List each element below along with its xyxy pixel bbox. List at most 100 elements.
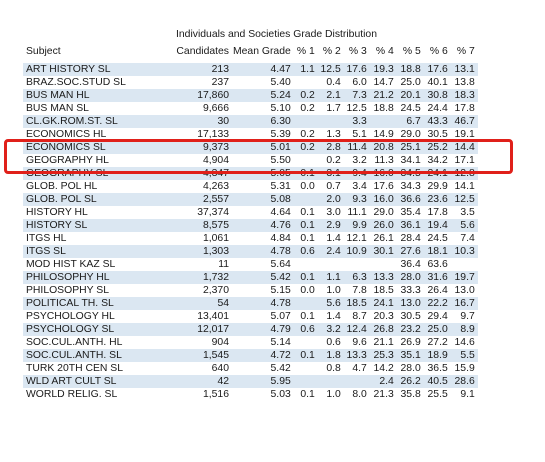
cell-mean-grade: 5.14 xyxy=(232,336,294,349)
cell-candidates: 1,061 xyxy=(170,232,232,245)
cell-pct-1: 0.1 xyxy=(293,310,318,323)
cell-subject: ART HISTORY SL xyxy=(23,63,170,76)
table-row: SOC.CUL.ANTH. HL 904 5.14 0.6 9.6 21.1 26.9 27.… xyxy=(23,336,478,349)
cell-pct-4: 11.3 xyxy=(369,154,397,167)
cell-pct-3: 11.4 xyxy=(343,141,370,154)
cell-candidates: 9,373 xyxy=(170,141,232,154)
cell-mean-grade: 5.40 xyxy=(232,76,294,89)
cell-pct-6: 17.6 xyxy=(423,63,451,76)
cell-pct-6: 18.9 xyxy=(423,349,451,362)
cell-pct-7: 14.4 xyxy=(450,141,478,154)
cell-pct-2 xyxy=(317,115,344,128)
cell-mean-grade: 5.03 xyxy=(232,388,294,401)
cell-pct-4: 20.3 xyxy=(369,310,397,323)
cell-pct-5: 27.6 xyxy=(396,245,424,258)
table-row: TURK 20TH CEN SL 640 5.42 0.8 4.7 14.2 28.0 36.… xyxy=(23,362,478,375)
cell-pct-7: 12.8 xyxy=(450,167,478,180)
table-row: ITGS HL 1,061 4.84 0.1 1.4 12.1 26.1 28.4 24.5 7.… xyxy=(23,232,478,245)
cell-pct-2: 0.4 xyxy=(317,76,344,89)
cell-subject: PHILOSOPHY HL xyxy=(23,271,170,284)
cell-pct-1 xyxy=(293,193,318,206)
header-row: Subject Candidates Mean Grade % 1 % 2 % … xyxy=(23,44,478,63)
cell-pct-3: 4.7 xyxy=(343,362,370,375)
cell-pct-3: 9.3 xyxy=(343,193,370,206)
cell-pct-4: 16.0 xyxy=(369,193,397,206)
cell-pct-1: 0.6 xyxy=(293,245,318,258)
cell-pct-7: 18.3 xyxy=(450,89,478,102)
cell-mean-grade: 4.84 xyxy=(232,232,294,245)
cell-pct-4: 17.6 xyxy=(369,180,397,193)
header-mean-grade: Mean Grade xyxy=(233,46,291,57)
cell-mean-grade: 5.10 xyxy=(232,102,294,115)
cell-pct-5: 28.0 xyxy=(396,271,424,284)
cell-pct-2: 0.6 xyxy=(317,336,344,349)
cell-pct-6: 17.8 xyxy=(423,206,451,219)
cell-pct-6: 29.4 xyxy=(423,310,451,323)
cell-pct-7: 14.6 xyxy=(450,336,478,349)
cell-pct-2: 1.8 xyxy=(317,349,344,362)
table-row: SOC.CUL.ANTH. SL 1,545 4.72 0.1 1.8 13.3 25.3 3… xyxy=(23,349,478,362)
cell-pct-3: 9.9 xyxy=(343,219,370,232)
cell-pct-4: 16.0 xyxy=(369,167,397,180)
cell-candidates: 2,370 xyxy=(170,284,232,297)
cell-pct-7: 8.9 xyxy=(450,323,478,336)
cell-pct-3: 5.1 xyxy=(343,128,370,141)
cell-subject: ITGS SL xyxy=(23,245,170,258)
table-row: WORLD RELIG. SL 1,516 5.03 0.1 1.0 8.0 21.3 35.… xyxy=(23,388,478,401)
cell-pct-2: 5.6 xyxy=(317,297,344,310)
cell-candidates: 237 xyxy=(170,76,232,89)
cell-pct-3: 11.1 xyxy=(343,206,370,219)
table-row: ART HISTORY SL 213 4.47 1.1 12.5 17.6 19.3 18.8… xyxy=(23,63,478,76)
cell-subject: BUS MAN SL xyxy=(23,102,170,115)
cell-candidates: 11 xyxy=(170,258,232,271)
cell-pct-6: 30.5 xyxy=(423,128,451,141)
cell-pct-3: 9.4 xyxy=(343,167,370,180)
cell-pct-5: 36.1 xyxy=(396,219,424,232)
cell-pct-5: 24.5 xyxy=(396,102,424,115)
cell-candidates: 4,263 xyxy=(170,180,232,193)
cell-pct-4: 13.3 xyxy=(369,271,397,284)
cell-pct-6: 26.4 xyxy=(423,284,451,297)
cell-pct-1: 0.2 xyxy=(293,102,318,115)
table-body: ART HISTORY SL 213 4.47 1.1 12.5 17.6 19.3 18.8… xyxy=(23,63,478,401)
cell-pct-4: 2.4 xyxy=(369,375,397,388)
cell-pct-1: 0.1 xyxy=(293,167,318,180)
cell-pct-5: 35.8 xyxy=(396,388,424,401)
table-row: HISTORY HL 37,374 4.64 0.1 3.0 11.1 29.0 35.4 17… xyxy=(23,206,478,219)
header-pct-4: % 4 xyxy=(375,46,394,57)
header-candidates: Candidates xyxy=(176,46,229,57)
cell-pct-5: 35.4 xyxy=(396,206,424,219)
cell-mean-grade: 5.15 xyxy=(232,284,294,297)
cell-candidates: 1,545 xyxy=(170,349,232,362)
header-pct-7: % 7 xyxy=(456,46,475,57)
cell-pct-3: 13.3 xyxy=(343,349,370,362)
cell-pct-1: 0.0 xyxy=(293,180,318,193)
cell-pct-4: 14.9 xyxy=(369,128,397,141)
cell-subject: PSYCHOLOGY HL xyxy=(23,310,170,323)
cell-pct-2: 2.0 xyxy=(317,193,344,206)
cell-pct-2 xyxy=(317,375,344,388)
cell-mean-grade: 5.08 xyxy=(232,193,294,206)
table-row: PSYCHOLOGY HL 13,401 5.07 0.1 1.4 8.7 20.3 30.5… xyxy=(23,310,478,323)
cell-pct-2: 3.2 xyxy=(317,323,344,336)
table-row: BRAZ.SOC.STUD SL 237 5.40 0.4 6.0 14.7 25.0 40.… xyxy=(23,76,478,89)
header-pct-1: % 1 xyxy=(296,46,315,57)
cell-pct-5: 36.4 xyxy=(396,258,424,271)
cell-mean-grade: 5.07 xyxy=(232,310,294,323)
cell-pct-1 xyxy=(293,362,318,375)
cell-pct-4: 21.2 xyxy=(369,89,397,102)
table-row: GEOGRAPHY HL 4,904 5.50 0.2 3.2 11.3 34.1 34.2 1… xyxy=(23,154,478,167)
cell-subject: GLOB. POL SL xyxy=(23,193,170,206)
cell-pct-2: 2.8 xyxy=(317,141,344,154)
cell-mean-grade: 4.64 xyxy=(232,206,294,219)
cell-pct-3: 10.9 xyxy=(343,245,370,258)
cell-mean-grade: 5.95 xyxy=(232,375,294,388)
cell-pct-6: 29.9 xyxy=(423,180,451,193)
cell-mean-grade: 4.78 xyxy=(232,297,294,310)
table-row: PSYCHOLOGY SL 12,017 4.79 0.6 3.2 12.4 26.8 23.… xyxy=(23,323,478,336)
cell-candidates: 213 xyxy=(170,63,232,76)
cell-pct-2: 1.3 xyxy=(317,128,344,141)
cell-subject: ECONOMICS SL xyxy=(23,141,170,154)
header-pct-3: % 3 xyxy=(348,46,367,57)
cell-pct-2: 3.0 xyxy=(317,206,344,219)
